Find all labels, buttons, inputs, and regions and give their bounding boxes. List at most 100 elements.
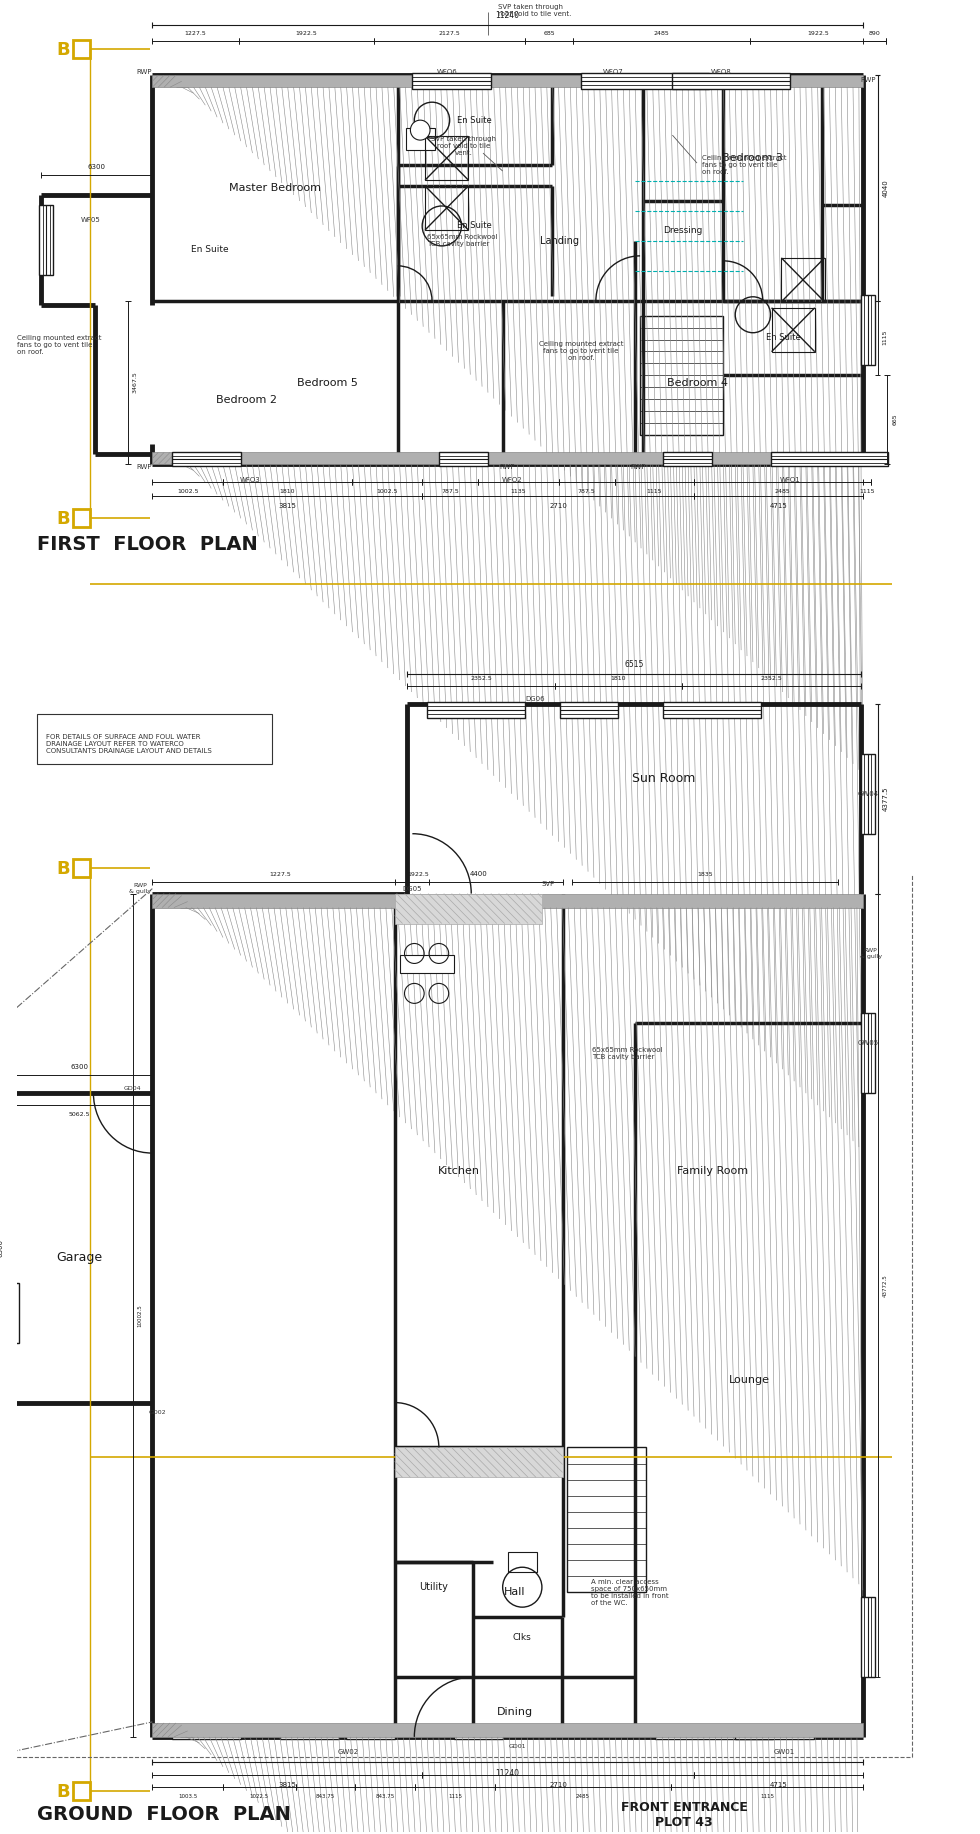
Text: RWP: RWP: [137, 464, 152, 471]
Bar: [560, 702, 618, 717]
Text: 10002.5: 10002.5: [137, 1304, 143, 1326]
Bar: [280, 1726, 339, 1739]
Text: Ceiling mounted extract
fans to go to vent tile
on roof.: Ceiling mounted extract fans to go to ve…: [539, 341, 623, 361]
Text: 6300: 6300: [0, 1240, 3, 1256]
Text: 65x65mm Rockwool
TCB cavity barrier: 65x65mm Rockwool TCB cavity barrier: [592, 1047, 662, 1060]
Text: Bedroom 4: Bedroom 4: [667, 378, 728, 387]
Text: 665: 665: [892, 414, 898, 425]
Text: RWP
& gully: RWP & gully: [129, 884, 152, 893]
Text: 2485: 2485: [774, 490, 790, 495]
Text: 787.5: 787.5: [441, 490, 459, 495]
Text: WF05: WF05: [80, 216, 100, 224]
Text: FOR DETAILS OF SURFACE AND FOUL WATER
DRAINAGE LAYOUT REFER TO WATERCO
CONSULTAN: FOR DETAILS OF SURFACE AND FOUL WATER DR…: [46, 734, 212, 754]
Text: SVP taken through
roof void to tile
vent.: SVP taken through roof void to tile vent…: [431, 136, 496, 156]
Text: 1922.5: 1922.5: [296, 31, 318, 37]
Text: 2352.5: 2352.5: [470, 677, 492, 680]
Text: 1135: 1135: [511, 490, 526, 495]
Bar: [73, 40, 90, 59]
Bar: [454, 1726, 503, 1739]
Text: B: B: [56, 1783, 70, 1801]
Bar: [860, 1014, 874, 1093]
Bar: [735, 1726, 813, 1739]
Text: GW04: GW04: [858, 790, 878, 796]
Text: 65x65mm Rockwool
TCB cavity barrier: 65x65mm Rockwool TCB cavity barrier: [427, 235, 498, 248]
Text: GD01: GD01: [509, 1744, 526, 1750]
Text: 2127.5: 2127.5: [439, 31, 461, 37]
Text: 6300: 6300: [71, 1064, 89, 1071]
Text: Clks: Clks: [513, 1632, 532, 1641]
Text: 11240: 11240: [496, 11, 519, 20]
Bar: [395, 893, 542, 924]
Text: 890: 890: [868, 31, 880, 37]
Text: RWP: RWP: [500, 464, 515, 471]
Text: 4377.5: 4377.5: [882, 787, 889, 811]
Text: 1002.5: 1002.5: [177, 490, 198, 495]
Text: 1115: 1115: [859, 490, 874, 495]
Text: Garage: Garage: [57, 1251, 103, 1264]
Text: WFO6: WFO6: [436, 70, 457, 75]
Text: RWP
& gully: RWP & gully: [859, 948, 882, 959]
Text: 1115: 1115: [760, 1794, 774, 1799]
Text: WFO2: WFO2: [502, 477, 522, 484]
Bar: [172, 453, 241, 466]
Text: 2352.5: 2352.5: [760, 677, 782, 680]
Text: WFO1: WFO1: [780, 477, 801, 484]
Text: 6300: 6300: [88, 163, 106, 171]
Text: 2485: 2485: [654, 31, 669, 37]
Bar: [860, 754, 874, 834]
Text: 1115: 1115: [882, 330, 888, 345]
Text: Ceiling mounted extract
fans to go to vent tile
on roof.: Ceiling mounted extract fans to go to ve…: [702, 156, 786, 174]
Text: Dressing: Dressing: [663, 226, 703, 235]
Text: 1227.5: 1227.5: [184, 31, 207, 37]
Text: Bedroom 2: Bedroom 2: [216, 394, 277, 405]
Text: RWP: RWP: [137, 70, 152, 75]
Text: 4400: 4400: [469, 871, 487, 877]
Text: GW05: GW05: [858, 1040, 878, 1045]
Bar: [413, 73, 491, 90]
Bar: [655, 1726, 772, 1739]
Text: En Suite: En Suite: [766, 334, 801, 343]
Bar: [395, 1447, 563, 1478]
Bar: [770, 453, 888, 466]
Bar: [152, 1722, 862, 1737]
Text: 3815: 3815: [278, 503, 296, 510]
Text: 2485: 2485: [576, 1794, 590, 1799]
Bar: [860, 295, 874, 365]
Text: Sun Room: Sun Room: [632, 772, 695, 785]
Text: 6515: 6515: [624, 660, 644, 669]
Text: 787.5: 787.5: [577, 490, 596, 495]
Bar: [152, 75, 862, 88]
Bar: [400, 956, 454, 974]
Text: Bedroom 3: Bedroom 3: [722, 152, 783, 163]
Text: 1115: 1115: [448, 1794, 462, 1799]
Text: 2710: 2710: [549, 1783, 567, 1788]
Bar: [672, 73, 790, 90]
Text: 1810: 1810: [279, 490, 295, 495]
Text: GD04: GD04: [123, 1086, 141, 1091]
Text: Landing: Landing: [540, 237, 578, 246]
Text: 5062.5: 5062.5: [69, 1111, 90, 1117]
Text: WFO7: WFO7: [603, 70, 624, 75]
Text: SVP: SVP: [541, 880, 555, 886]
Text: 1002.5: 1002.5: [376, 490, 398, 495]
Text: RWP: RWP: [860, 77, 875, 83]
Text: 685: 685: [544, 31, 555, 37]
Text: Ceiling mounted extract
fans to go to vent tile
on roof.: Ceiling mounted extract fans to go to ve…: [17, 334, 101, 354]
Circle shape: [411, 121, 430, 139]
Bar: [425, 136, 468, 180]
Text: Dining: Dining: [497, 1707, 533, 1717]
Text: WFO3: WFO3: [240, 477, 261, 484]
Bar: [73, 510, 90, 528]
Text: 11240: 11240: [496, 1768, 519, 1777]
Bar: [39, 205, 53, 275]
Text: SVP taken through
roof void to tile vent.: SVP taken through roof void to tile vent…: [498, 4, 571, 17]
Text: Lounge: Lounge: [728, 1376, 769, 1385]
Text: 1810: 1810: [611, 677, 626, 680]
Bar: [73, 858, 90, 877]
Bar: [73, 1783, 90, 1799]
Text: B: B: [56, 42, 70, 59]
Bar: [781, 259, 824, 303]
Text: 43772.5: 43772.5: [882, 1275, 888, 1297]
Bar: [640, 315, 723, 435]
Bar: [771, 308, 814, 352]
